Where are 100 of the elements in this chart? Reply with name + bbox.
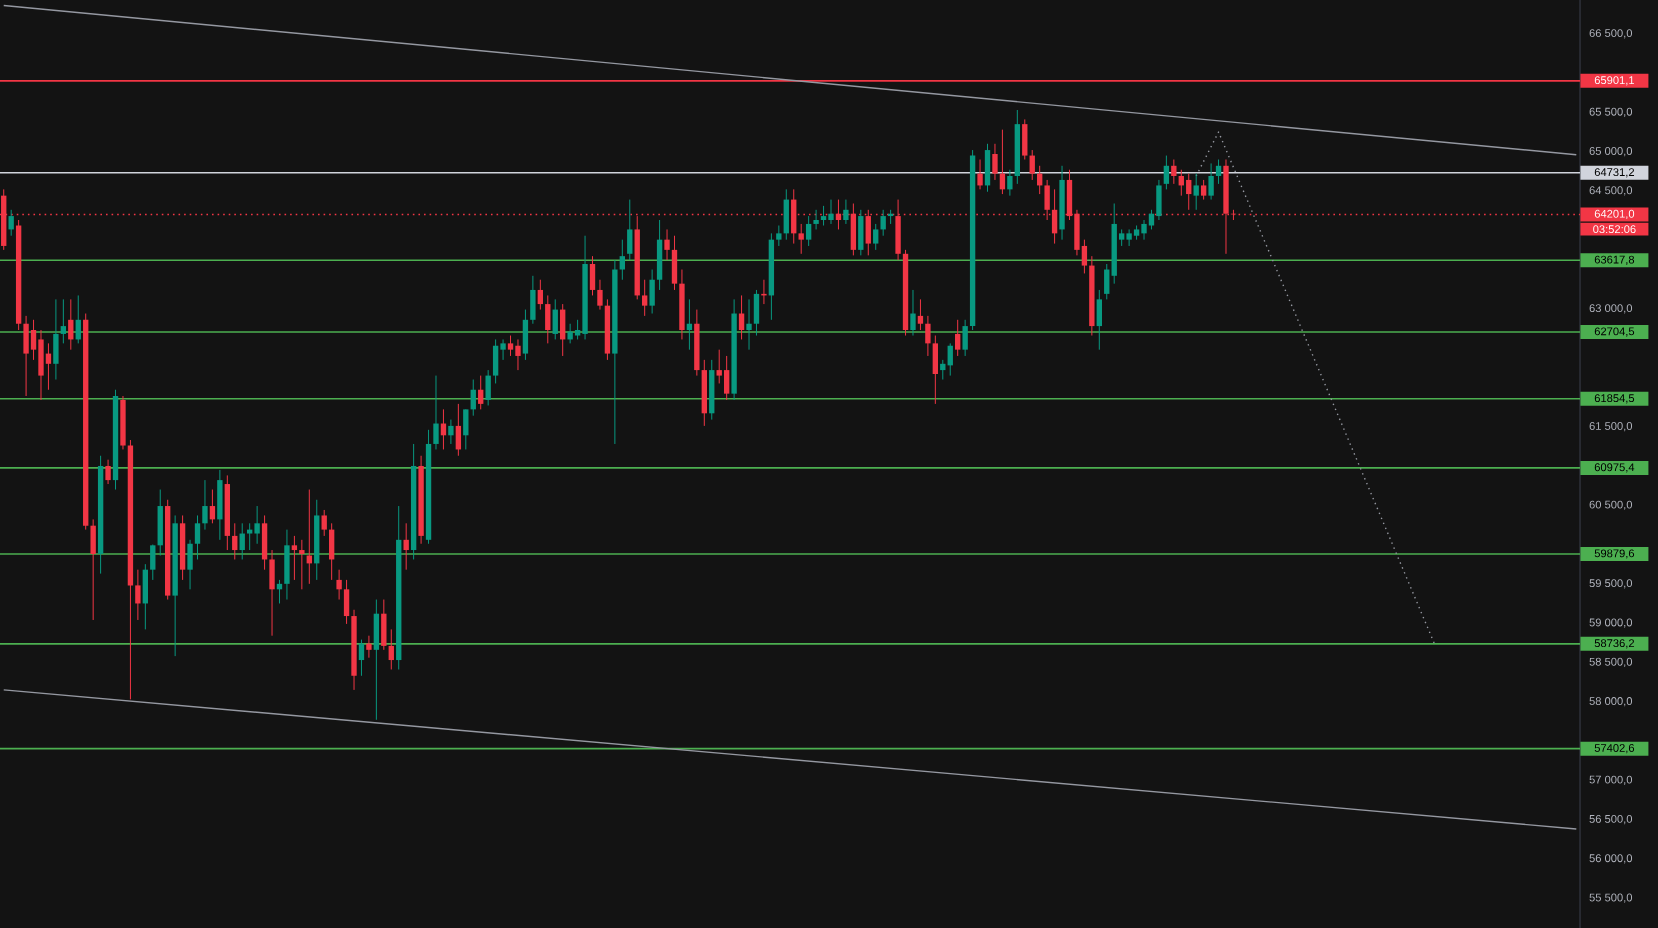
candlestick [955, 319, 961, 357]
candlestick [1022, 118, 1028, 160]
candlestick [813, 209, 819, 230]
candlestick [232, 522, 238, 560]
candlestick [917, 298, 924, 331]
candlestick [992, 143, 998, 181]
candlestick [455, 403, 462, 457]
candlestick [1171, 159, 1177, 185]
candlestick [38, 329, 44, 401]
candlestick [1208, 162, 1214, 201]
candlestick [433, 375, 439, 450]
candlestick [1126, 228, 1132, 247]
candlestick [239, 522, 245, 560]
candlestick [135, 569, 141, 621]
candlestick [291, 535, 298, 581]
candlestick [798, 223, 804, 255]
candlestick [932, 335, 939, 405]
candlestick [463, 408, 469, 450]
candlestick [1141, 219, 1147, 241]
candlestick [947, 342, 953, 377]
candlestick [448, 419, 454, 445]
candlestick [217, 469, 223, 541]
candlestick [336, 569, 342, 601]
candlestick [269, 549, 275, 637]
candlestick [157, 489, 163, 557]
candlestick [150, 544, 156, 581]
candlestick [880, 209, 886, 237]
candlestick [343, 579, 350, 625]
candlestick [75, 294, 81, 344]
candlestick [522, 309, 529, 361]
candlestick [187, 539, 193, 590]
candlestick [328, 522, 335, 581]
candlestick [261, 514, 268, 571]
candlestick [723, 355, 730, 401]
candlestick [366, 635, 372, 659]
candlestick [649, 269, 655, 315]
candlestick [597, 279, 603, 311]
candlestick [873, 223, 879, 251]
candlestick [1193, 173, 1199, 211]
candlestick [664, 228, 670, 261]
candlestick [120, 395, 126, 450]
candlestick [709, 359, 715, 421]
candlestick [753, 289, 760, 337]
candlestick [962, 319, 968, 357]
candlestick [828, 199, 834, 225]
candlestick [671, 235, 678, 291]
candlestick [805, 215, 812, 247]
candlestick [604, 298, 611, 361]
candlestick [552, 298, 558, 340]
candlestick [589, 255, 596, 296]
candlestick [746, 298, 752, 351]
candlestick [910, 289, 916, 337]
candlestick [492, 338, 499, 384]
candlestick [246, 522, 253, 551]
candlestick [507, 335, 514, 357]
candlestick [23, 315, 29, 397]
candlestick [1163, 155, 1170, 190]
candlestick [776, 225, 782, 247]
candlestick [701, 359, 707, 427]
candlestick [783, 188, 789, 241]
candlestick [68, 298, 74, 351]
candlestick [209, 489, 216, 524]
candlestick [567, 323, 573, 344]
candlestick [179, 514, 186, 581]
candlestick [537, 279, 544, 311]
candlestick [485, 369, 491, 406]
candlestick [53, 298, 59, 381]
candlestick [1096, 289, 1102, 351]
candlestick [1007, 169, 1013, 197]
candlestick [694, 309, 700, 377]
candlestick [90, 518, 96, 621]
candlestick [60, 298, 67, 344]
candlestick [619, 239, 625, 281]
candlestick [515, 338, 521, 371]
candlestick [984, 143, 991, 193]
candlestick [284, 529, 290, 601]
candlestick [1200, 179, 1207, 201]
candlestick [478, 375, 484, 410]
candlestick [403, 522, 409, 571]
candlestick [1186, 173, 1192, 211]
candlestick [1215, 159, 1222, 185]
candlestick [820, 205, 827, 227]
candlestick [470, 379, 476, 417]
candlestick [388, 628, 394, 670]
candlestick [314, 499, 320, 581]
candlestick [925, 315, 931, 357]
candlestick [105, 459, 111, 485]
candlestick [202, 479, 208, 531]
candlestick [738, 294, 745, 340]
candlestick [545, 294, 551, 344]
candlestick [194, 514, 201, 560]
candlestick [381, 599, 387, 651]
candlestick [977, 159, 983, 190]
candlestick [843, 199, 849, 225]
candlestick [858, 209, 864, 256]
candlestick [656, 219, 663, 291]
candlestick [358, 639, 365, 677]
candlestick [1156, 179, 1162, 221]
candlestick [530, 275, 536, 325]
candlestick [299, 539, 305, 590]
